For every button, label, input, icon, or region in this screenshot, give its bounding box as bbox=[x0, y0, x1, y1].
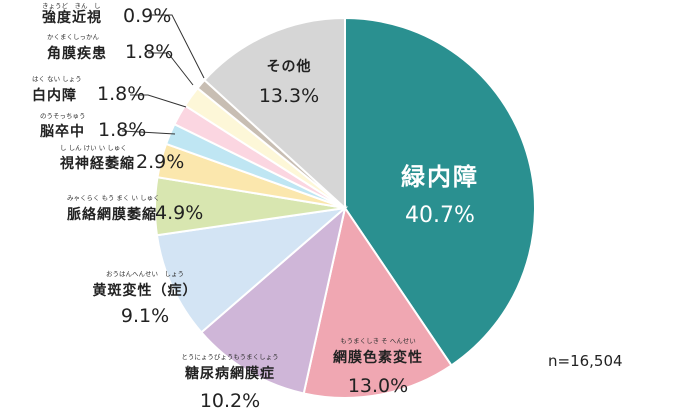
slice-name-label: 角膜疾患 bbox=[47, 45, 107, 62]
slice-percent-label: 13.3% bbox=[259, 85, 319, 107]
slice-ruby-label: もうまくしき そ へんせい bbox=[340, 337, 415, 345]
leader-line bbox=[152, 14, 205, 79]
slice-percent-label: 13.0% bbox=[348, 375, 408, 397]
slice-ruby-label: し しん けい い しゅく bbox=[60, 144, 127, 152]
leader-line bbox=[121, 130, 176, 135]
slice-ruby-label: かくまくしっかん bbox=[47, 33, 100, 41]
pie-slice bbox=[203, 16, 346, 211]
slice-ruby-label: のうそっちゅう bbox=[40, 112, 86, 120]
slice-name-label: 脈絡網膜萎縮 bbox=[67, 206, 157, 223]
slice-name-label: 強度近視 bbox=[42, 9, 102, 26]
slice-ruby-label: はく ない しょう bbox=[32, 75, 82, 83]
slice-percent-label: 4.9% bbox=[155, 202, 203, 224]
slice-ruby-label: とうにょうびょうもうまくしょう bbox=[181, 353, 278, 361]
slice-percent-label: 1.8% bbox=[125, 41, 173, 63]
slice-percent-label: 10.2% bbox=[200, 390, 260, 411]
sample-size-label: n=16,504 bbox=[548, 352, 623, 370]
slice-name-label: 視神経萎縮 bbox=[59, 155, 135, 172]
leader-line bbox=[148, 52, 194, 86]
pie-slices bbox=[154, 16, 536, 399]
slice-name-label: その他 bbox=[267, 58, 312, 75]
pie-slice bbox=[302, 205, 453, 399]
slice-percent-label: 1.8% bbox=[98, 119, 146, 141]
pie-slice bbox=[199, 205, 347, 395]
slice-ruby-label: おうはんへんせい しょう bbox=[106, 270, 184, 278]
slice-name-label: 緑内障 bbox=[401, 163, 479, 191]
leader-lines bbox=[121, 14, 205, 135]
slice-name-label: 糖尿病網膜症 bbox=[185, 365, 275, 382]
slice-percent-label: 40.7% bbox=[405, 203, 475, 228]
slice-name-label: 脳卒中 bbox=[40, 123, 85, 140]
slice-percent-label: 1.8% bbox=[97, 83, 145, 105]
slice-name-label: 白内障 bbox=[32, 87, 77, 104]
slice-percent-label: 9.1% bbox=[121, 305, 169, 327]
slice-name-label: 網膜色素変性 bbox=[333, 349, 423, 366]
slice-ruby-label: きょうど きん し bbox=[42, 2, 101, 10]
leader-line bbox=[130, 94, 187, 108]
slice-percent-label: 2.9% bbox=[136, 151, 184, 173]
pie-slice bbox=[344, 16, 536, 367]
slice-ruby-label: みゃくらく もう まく い しゅく bbox=[67, 194, 160, 202]
slice-percent-label: 0.9% bbox=[123, 5, 171, 27]
slice-name-label: 黄斑変性（症） bbox=[93, 282, 198, 299]
pie-slice bbox=[155, 206, 349, 334]
